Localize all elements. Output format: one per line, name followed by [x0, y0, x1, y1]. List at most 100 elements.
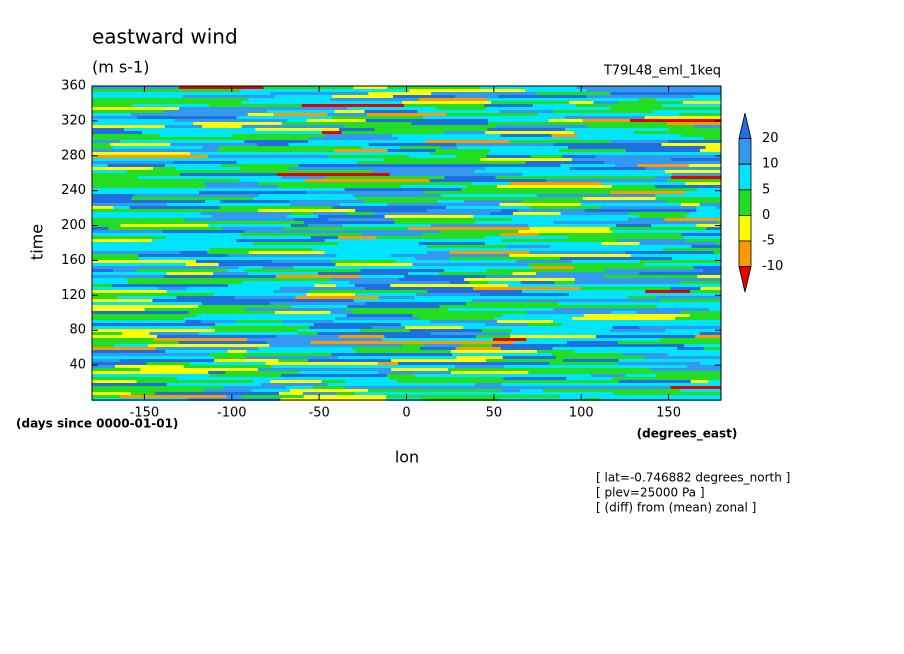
field-streak: [335, 284, 355, 287]
field-streak: [672, 257, 721, 260]
field-streak: [92, 332, 123, 335]
field-streak: [436, 107, 487, 110]
field-streak: [391, 200, 438, 203]
field-streak: [202, 146, 220, 149]
field-streak: [290, 203, 340, 206]
field-streak: [512, 329, 610, 332]
field-streak: [302, 392, 337, 395]
field-streak: [440, 146, 458, 149]
field-streak: [480, 158, 573, 161]
field-streak: [610, 140, 668, 143]
field-streak: [679, 113, 721, 116]
field-streak: [498, 95, 587, 98]
field-streak: [92, 209, 170, 212]
field-streak: [495, 125, 588, 128]
field-streak: [236, 239, 325, 242]
field-streak: [528, 263, 644, 266]
field-streak: [633, 131, 721, 134]
field-streak: [486, 155, 532, 158]
x-tick-label: 50: [486, 406, 503, 421]
field-streak: [295, 296, 380, 299]
field-streak: [275, 275, 361, 278]
field-streak: [455, 95, 499, 98]
field-streak: [92, 380, 137, 383]
field-streak: [308, 224, 343, 227]
field-streak: [367, 113, 447, 116]
field-streak: [387, 149, 436, 152]
field-streak: [455, 347, 501, 350]
field-streak: [487, 128, 565, 131]
field-streak: [417, 128, 488, 131]
field-streak: [198, 332, 298, 335]
field-streak: [92, 200, 206, 203]
field-streak: [489, 113, 538, 116]
field-streak: [558, 173, 673, 176]
field-streak: [553, 110, 654, 113]
colorbar-label: -10: [762, 259, 783, 274]
field-streak: [92, 101, 196, 104]
field-streak: [92, 170, 127, 173]
field-streak: [401, 185, 468, 188]
field-streak: [404, 167, 486, 170]
field-streak: [241, 395, 304, 398]
field-streak: [492, 338, 527, 341]
field-streak: [638, 215, 686, 218]
field-streak: [283, 377, 349, 380]
field-streak: [92, 230, 163, 233]
field-streak: [228, 284, 315, 287]
field-streak: [473, 287, 581, 290]
field-streak: [207, 155, 329, 158]
field-streak: [486, 269, 606, 272]
field-streak: [696, 206, 717, 209]
field-streak: [186, 287, 245, 290]
field-streak: [601, 242, 640, 245]
y-tick-label: 280: [61, 148, 86, 163]
field-streak: [185, 218, 295, 221]
field-streak: [680, 311, 721, 314]
field-streak: [655, 176, 672, 179]
field-streak: [270, 92, 369, 95]
field-streak: [670, 221, 719, 224]
field-streak: [227, 350, 247, 353]
field-streak: [548, 119, 583, 122]
field-streak: [639, 326, 721, 329]
field-streak: [484, 104, 533, 107]
field-streak: [500, 389, 521, 392]
field-streak: [326, 176, 445, 179]
field-streak: [486, 107, 541, 110]
field-streak: [241, 125, 345, 128]
field-streak: [594, 308, 710, 311]
field-streak: [324, 134, 372, 137]
field-streak: [120, 140, 245, 143]
field-streak: [313, 323, 401, 326]
field-streak: [689, 314, 721, 317]
field-streak: [414, 374, 518, 377]
field-streak: [693, 155, 721, 158]
field-streak: [92, 182, 205, 185]
field-streak: [381, 338, 493, 341]
field-streak: [697, 275, 721, 278]
field-streak: [402, 251, 428, 254]
field-streak: [391, 254, 510, 257]
field-streak: [494, 317, 573, 320]
y-tick-label: 360: [61, 79, 86, 94]
field-streak: [92, 314, 197, 317]
field-streak: [685, 182, 721, 185]
field-streak: [148, 92, 271, 95]
field-streak: [92, 122, 194, 125]
field-streak: [240, 167, 290, 170]
field-streak: [408, 272, 439, 275]
field-streak: [446, 206, 513, 209]
field-streak: [248, 299, 354, 302]
field-streak: [512, 206, 531, 209]
field-streak: [409, 89, 526, 92]
field-streak: [253, 380, 271, 383]
field-streak: [671, 320, 721, 323]
field-streak: [92, 212, 201, 215]
field-streak: [92, 239, 152, 242]
field-streak: [553, 308, 595, 311]
field-streak: [92, 248, 210, 251]
field-streak: [456, 356, 503, 359]
field-streak: [151, 239, 237, 242]
field-streak: [294, 368, 392, 371]
